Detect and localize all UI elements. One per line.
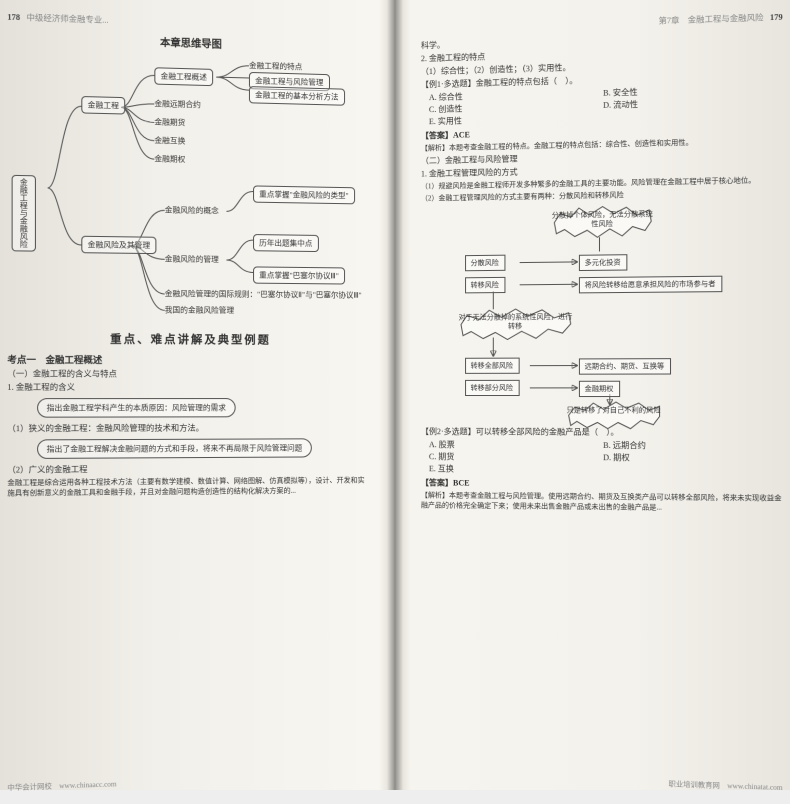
- options-2: A. 股票B. 远期合约 C. 期货D. 期权 E. 互换: [429, 439, 783, 478]
- txt-b1d: 金融互换: [154, 135, 185, 147]
- line1: （1）狭义的金融工程：金融风险管理的技术和方法。: [7, 422, 369, 434]
- keypoint-1: 考点一 金融工程概述: [7, 353, 369, 367]
- mindmap: 金融工程与金融风险 金融工程 金融工程概述 金融远期合约 金融期货 金融互换 金…: [7, 53, 369, 322]
- section-header: 重点、难点讲解及典型例题: [7, 330, 369, 348]
- node-b1a3: 金融工程的基本分析方法: [249, 86, 345, 106]
- bubble-1: 指出金融工程学科产生的本质原因：风险管理的需求: [37, 398, 235, 418]
- node-note1: 重点掌握"金融风险的类型": [253, 185, 355, 204]
- node-note3: 重点掌握"巴塞尔协议Ⅲ": [253, 266, 345, 284]
- txt-b2a: 金融风险的概念: [165, 204, 219, 216]
- node-root: 金融工程与金融风险: [12, 175, 36, 251]
- options-1: A. 综合性B. 安全性 C. 创造性D. 流动性 E. 实用性: [429, 83, 783, 128]
- risk-diagram: 分散掉个体风险，无法分散系统性风险 分散风险 多元化投资 转移风险 将风险转移给…: [446, 204, 755, 421]
- mindmap-title: 本章思维导图: [7, 29, 369, 55]
- txt-b1e: 金融期权: [154, 153, 185, 165]
- txt-b1a1: 金融工程的特点: [249, 60, 302, 73]
- footer-right: 职业培训教育网 www.chinatat.com: [669, 779, 783, 793]
- node-note2: 历年出题集中点: [253, 234, 318, 252]
- txt-b2b: 金融风险的管理: [165, 253, 219, 265]
- txt-b1c: 金融期货: [154, 116, 185, 128]
- answer-2: 【答案】BCE: [421, 477, 783, 491]
- explain-2: 【解析】本题考查金融工程与风险管理。使用远期合约、期货及互换类产品可以转移全部风…: [421, 490, 783, 514]
- node-b1a: 金融工程概述: [154, 67, 213, 86]
- kp1a: （一）金融工程的含义与特点: [7, 368, 369, 380]
- kp1a1: 1. 金融工程的含义: [7, 382, 369, 393]
- txt-b1b: 金融远期合约: [154, 98, 200, 110]
- txt-b2c: 金融风险管理的国际规则："巴塞尔协议Ⅱ"与"巴塞尔协议Ⅲ": [165, 288, 362, 301]
- node-b1: 金融工程: [81, 96, 125, 115]
- line2: （2）广义的金融工程: [7, 462, 369, 475]
- bubble-2: 指出了金融工程解决金融问题的方式和手段，将来不再局限于风险管理问题: [37, 438, 311, 459]
- node-b2: 金融风险及其管理: [81, 236, 156, 254]
- footer-left: 中华会计网校 www.chinaacc.com: [7, 779, 116, 793]
- para: 金融工程是综合运用各种工程技术方法（主要有数学建模、数值计算、网络图解、仿真模拟…: [7, 475, 369, 498]
- txt-b2d: 我国的金融风险管理: [165, 304, 234, 316]
